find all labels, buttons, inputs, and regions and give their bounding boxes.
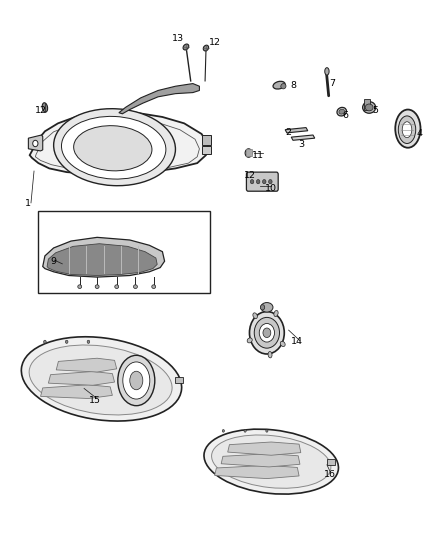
Text: 7: 7 xyxy=(329,79,335,88)
Bar xyxy=(364,99,370,110)
Ellipse shape xyxy=(42,103,48,112)
Text: 8: 8 xyxy=(290,80,296,90)
Ellipse shape xyxy=(29,345,172,415)
Ellipse shape xyxy=(395,110,420,148)
Ellipse shape xyxy=(245,149,252,157)
Ellipse shape xyxy=(262,180,266,184)
Ellipse shape xyxy=(268,352,272,358)
Ellipse shape xyxy=(256,180,260,184)
Polygon shape xyxy=(291,135,315,140)
Text: 10: 10 xyxy=(265,183,277,192)
Text: 6: 6 xyxy=(342,111,348,120)
Polygon shape xyxy=(48,372,115,385)
Text: 14: 14 xyxy=(291,337,304,346)
Text: 11: 11 xyxy=(252,151,264,160)
Ellipse shape xyxy=(61,116,166,179)
Polygon shape xyxy=(28,135,43,151)
Ellipse shape xyxy=(203,45,208,51)
Ellipse shape xyxy=(115,285,119,288)
Ellipse shape xyxy=(398,116,416,143)
Ellipse shape xyxy=(325,68,329,75)
Ellipse shape xyxy=(273,82,285,89)
Polygon shape xyxy=(119,84,199,114)
Bar xyxy=(201,135,211,144)
Text: 12: 12 xyxy=(208,38,221,47)
Ellipse shape xyxy=(339,109,345,114)
Text: 13: 13 xyxy=(172,34,184,43)
Ellipse shape xyxy=(259,324,275,342)
Ellipse shape xyxy=(212,435,331,488)
Ellipse shape xyxy=(78,285,82,288)
Ellipse shape xyxy=(280,341,285,346)
Polygon shape xyxy=(43,237,165,277)
Ellipse shape xyxy=(183,44,189,50)
Ellipse shape xyxy=(33,140,38,147)
Polygon shape xyxy=(228,442,301,455)
Polygon shape xyxy=(30,112,208,174)
Ellipse shape xyxy=(281,84,286,89)
Ellipse shape xyxy=(118,356,155,406)
Ellipse shape xyxy=(21,337,182,421)
Bar xyxy=(39,211,210,293)
Ellipse shape xyxy=(250,312,284,354)
Polygon shape xyxy=(41,385,113,399)
Text: 5: 5 xyxy=(373,106,379,115)
Ellipse shape xyxy=(134,285,138,288)
Polygon shape xyxy=(56,358,117,372)
Polygon shape xyxy=(47,244,157,276)
Ellipse shape xyxy=(268,180,272,184)
Text: 2: 2 xyxy=(286,128,292,137)
Text: 9: 9 xyxy=(51,257,57,265)
Bar xyxy=(246,149,252,156)
Ellipse shape xyxy=(261,303,273,312)
Text: 16: 16 xyxy=(324,470,336,479)
Ellipse shape xyxy=(274,311,278,317)
Text: 1: 1 xyxy=(25,199,31,208)
Text: 12: 12 xyxy=(35,106,46,115)
Bar xyxy=(201,146,211,154)
Ellipse shape xyxy=(44,340,46,343)
Ellipse shape xyxy=(363,102,376,114)
Bar xyxy=(327,459,335,465)
Polygon shape xyxy=(285,127,308,133)
Ellipse shape xyxy=(266,430,268,432)
Text: 12: 12 xyxy=(244,171,255,180)
Text: 15: 15 xyxy=(89,395,101,405)
Polygon shape xyxy=(221,454,300,467)
Ellipse shape xyxy=(204,429,339,494)
Ellipse shape xyxy=(222,430,224,432)
Polygon shape xyxy=(215,465,299,479)
Ellipse shape xyxy=(263,328,271,337)
Ellipse shape xyxy=(253,313,258,319)
Ellipse shape xyxy=(402,122,412,138)
Ellipse shape xyxy=(87,340,90,343)
Ellipse shape xyxy=(130,371,143,390)
Ellipse shape xyxy=(244,430,246,432)
Ellipse shape xyxy=(247,338,252,343)
Ellipse shape xyxy=(260,305,265,310)
Ellipse shape xyxy=(251,180,254,184)
Bar xyxy=(176,377,184,383)
Ellipse shape xyxy=(337,107,346,116)
Ellipse shape xyxy=(254,317,279,348)
Ellipse shape xyxy=(53,109,176,185)
Ellipse shape xyxy=(123,362,150,399)
Ellipse shape xyxy=(365,104,373,111)
Ellipse shape xyxy=(74,126,152,171)
Ellipse shape xyxy=(152,285,155,288)
Ellipse shape xyxy=(95,285,99,288)
Text: 3: 3 xyxy=(299,140,305,149)
FancyBboxPatch shape xyxy=(247,172,278,191)
Text: 4: 4 xyxy=(416,130,422,139)
Ellipse shape xyxy=(65,340,68,343)
